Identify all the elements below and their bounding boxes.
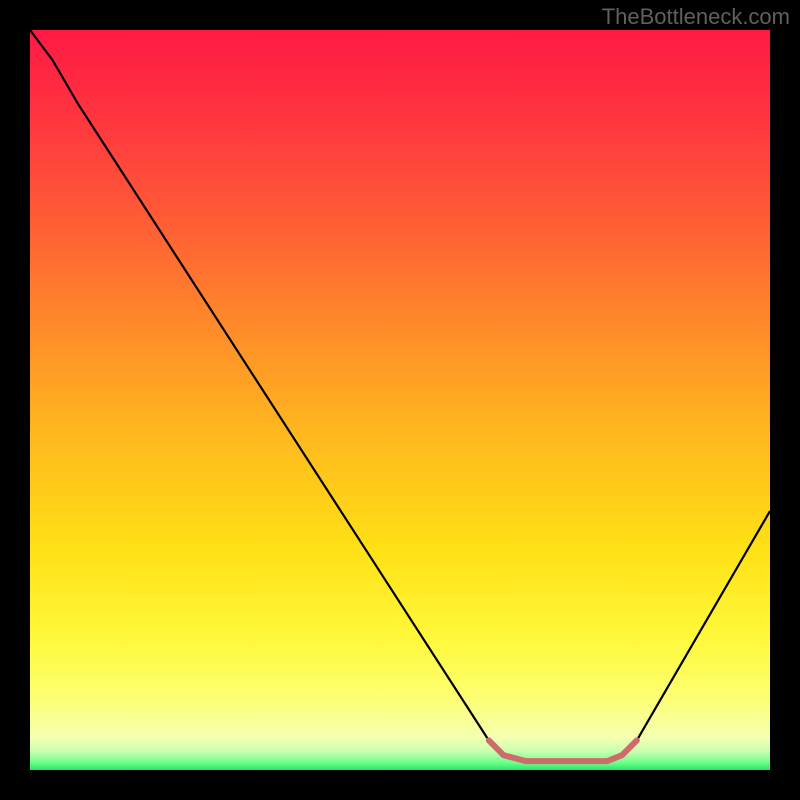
plot-area [30, 30, 770, 770]
bottleneck-curve [30, 30, 770, 763]
trough-highlight [489, 740, 637, 761]
watermark-text: TheBottleneck.com [602, 4, 790, 30]
curve-layer [30, 30, 770, 770]
